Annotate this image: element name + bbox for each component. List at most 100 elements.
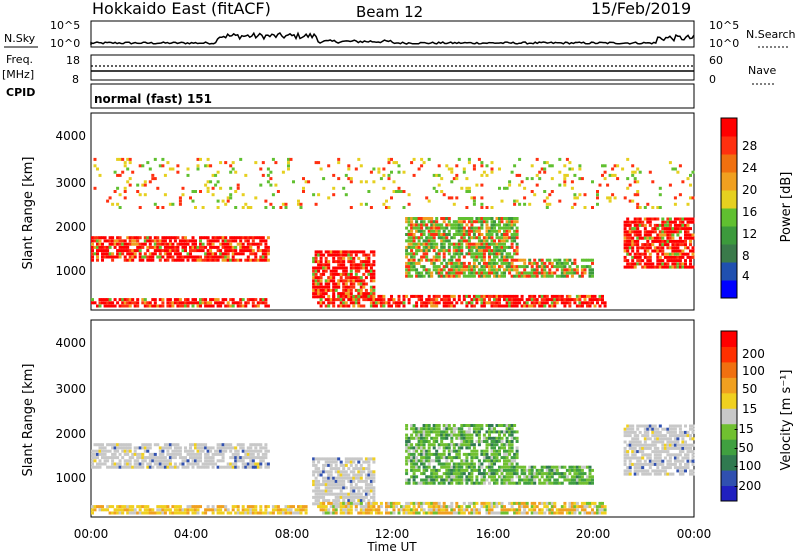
heatmap-cell <box>445 436 449 440</box>
heatmap-cell <box>412 449 416 453</box>
heatmap-cell <box>251 252 255 256</box>
heatmap-cell <box>211 245 215 249</box>
heatmap-cell <box>510 443 514 447</box>
heatmap-cell <box>123 255 127 259</box>
heatmap-cell <box>623 220 627 224</box>
heatmap-cell <box>430 226 434 230</box>
heatmap-cell <box>367 190 371 193</box>
heatmap-cell <box>475 449 479 453</box>
heatmap-cell <box>425 511 429 515</box>
heatmap-cell <box>344 486 348 490</box>
heatmap-cell <box>111 258 115 262</box>
heatmap-cell <box>455 274 459 278</box>
heatmap-cell <box>251 459 255 463</box>
heatmap-cell <box>342 256 346 260</box>
heatmap-cell <box>221 456 225 460</box>
heatmap-cell <box>508 294 512 298</box>
heatmap-cell <box>470 265 474 269</box>
heatmap-cell <box>633 437 637 441</box>
heatmap-cell <box>493 468 496 472</box>
heatmap-cell <box>678 255 682 259</box>
heatmap-cell <box>671 167 675 171</box>
heatmap-cell <box>289 505 293 509</box>
heatmap-cell <box>415 223 419 227</box>
heatmap-cell <box>631 255 635 259</box>
heatmap-cell <box>364 276 368 280</box>
heatmap-cell <box>234 449 238 453</box>
heatmap-cell <box>684 217 687 221</box>
heatmap-cell <box>244 239 248 243</box>
heatmap-cell <box>158 258 162 262</box>
heatmap-cell <box>264 449 268 453</box>
heatmap-cell <box>485 452 489 456</box>
heatmap-cell <box>505 258 509 262</box>
heatmap-cell <box>500 440 504 443</box>
heatmap-cell <box>432 233 436 236</box>
heatmap-cell <box>367 269 371 273</box>
heatmap-cell <box>412 217 416 220</box>
heatmap-cell <box>372 473 376 477</box>
heatmap-cell <box>455 433 459 437</box>
heatmap-cell <box>176 164 180 168</box>
nave-label: Nave <box>748 64 776 77</box>
heatmap-cell <box>128 177 132 181</box>
heatmap-cell <box>322 288 326 292</box>
heatmap-cell <box>442 258 446 262</box>
heatmap-cell <box>224 239 228 243</box>
heatmap-cell <box>317 467 321 471</box>
heatmap-cell <box>374 501 378 505</box>
heatmap-cell <box>276 511 280 515</box>
heatmap-cell <box>470 304 474 308</box>
heatmap-cell <box>485 449 489 453</box>
heatmap-cell <box>369 288 373 292</box>
heatmap-cell <box>553 304 557 308</box>
heatmap-cell <box>661 227 665 231</box>
heatmap-cell <box>465 468 469 472</box>
heatmap-cell <box>462 226 466 230</box>
heatmap-cell <box>151 298 155 302</box>
heatmap-cell <box>442 481 446 485</box>
heatmap-cell <box>475 456 479 460</box>
heatmap-cell <box>131 298 135 302</box>
heatmap-cell <box>206 505 210 509</box>
heatmap-cell <box>623 196 627 200</box>
heatmap-cell <box>392 180 396 184</box>
heatmap-cell <box>528 261 532 265</box>
heatmap-cell <box>427 456 431 460</box>
heatmap-cell <box>533 472 537 476</box>
heatmap-cell <box>259 183 263 187</box>
heatmap-cell <box>505 298 509 302</box>
heatmap-cell <box>475 301 479 305</box>
heatmap-cell <box>455 226 459 230</box>
heatmap-cell <box>633 239 637 243</box>
heatmap-cell <box>513 252 517 256</box>
heatmap-cell <box>201 465 205 469</box>
heatmap-cell <box>503 274 506 278</box>
heatmap-cell <box>432 440 436 443</box>
heatmap-cell <box>299 206 303 209</box>
heatmap-cell <box>357 467 361 471</box>
heatmap-cell <box>495 452 499 456</box>
heatmap-cell <box>490 449 494 453</box>
heatmap-cell <box>312 285 316 289</box>
heatmap-cell <box>259 511 263 515</box>
heatmap-cell <box>337 495 341 499</box>
heatmap-cell <box>113 304 117 308</box>
heatmap-cell <box>500 252 504 256</box>
heatmap-cell <box>116 202 120 206</box>
heatmap-cell <box>319 256 323 260</box>
heatmap-cell <box>302 190 305 193</box>
heatmap-cell <box>133 242 137 246</box>
heatmap-cell <box>420 294 424 298</box>
heatmap-cell <box>204 301 208 305</box>
heatmap-cell <box>638 206 642 209</box>
heatmap-cell <box>493 446 496 450</box>
heatmap-cell <box>661 239 665 243</box>
heatmap-cell <box>482 436 486 440</box>
heatmap-cell <box>498 274 501 278</box>
heatmap-cell <box>344 285 348 289</box>
heatmap-cell <box>435 468 439 472</box>
heatmap-cell <box>276 505 280 509</box>
heatmap-cell <box>678 220 682 224</box>
heatmap-cell <box>465 304 469 308</box>
